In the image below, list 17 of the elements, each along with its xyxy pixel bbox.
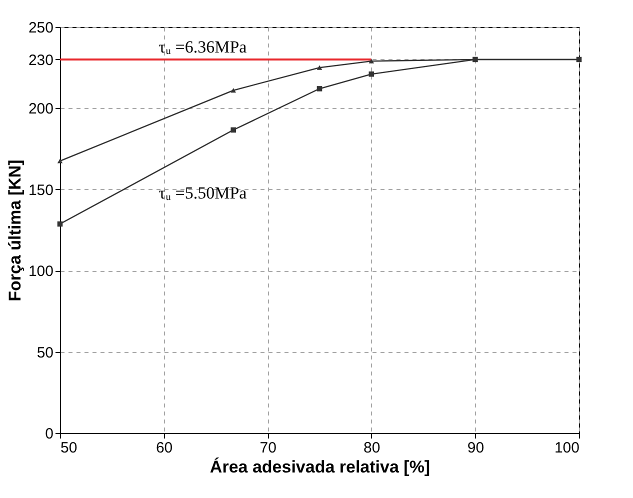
y-tick-label: 0: [45, 426, 54, 442]
x-tick-label: 70: [260, 440, 276, 456]
x-tick-label: 60: [156, 440, 173, 456]
y-tick-label: 230: [28, 52, 54, 69]
x-axis-title: Área adesivada relativa [%]: [210, 456, 430, 476]
y-tick-label: 200: [28, 100, 54, 118]
x-tick-label: 90: [467, 440, 484, 456]
y-tick-label: 50: [36, 344, 54, 362]
y-axis-title: Força última [KN]: [5, 160, 24, 302]
x-tick-label: 80: [364, 440, 380, 456]
annotation: τᵤ =5.50MPa: [158, 183, 248, 202]
y-tick-label: 100: [28, 263, 54, 280]
x-tick-label: 50: [60, 440, 78, 456]
x-tick-label: 100: [554, 440, 580, 456]
y-tick-label: 250: [28, 20, 54, 36]
annotation: τᵤ =6.36MPa: [158, 37, 248, 56]
y-tick-label: 150: [28, 182, 54, 199]
